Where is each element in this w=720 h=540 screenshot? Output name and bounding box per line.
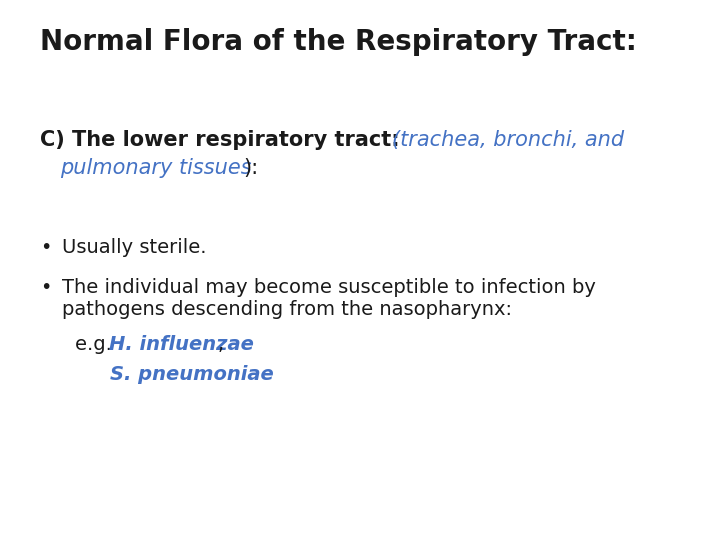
- Text: ):: ):: [243, 158, 258, 178]
- Text: S. pneumoniae: S. pneumoniae: [110, 365, 274, 384]
- Text: C) The lower respiratory tract:: C) The lower respiratory tract:: [40, 130, 400, 150]
- Text: e.g.: e.g.: [75, 335, 118, 354]
- Text: H. influenzae: H. influenzae: [109, 335, 254, 354]
- Text: (trachea, bronchi, and: (trachea, bronchi, and: [392, 130, 624, 150]
- Text: pathogens descending from the nasopharynx:: pathogens descending from the nasopharyn…: [62, 300, 512, 319]
- Text: The individual may become susceptible to infection by: The individual may become susceptible to…: [62, 278, 596, 297]
- Text: •: •: [40, 238, 51, 257]
- Text: •: •: [40, 278, 51, 297]
- Text: Normal Flora of the Respiratory Tract:: Normal Flora of the Respiratory Tract:: [40, 28, 637, 56]
- Text: pulmonary tissues: pulmonary tissues: [60, 158, 251, 178]
- Text: ,: ,: [218, 335, 224, 354]
- Text: Usually sterile.: Usually sterile.: [62, 238, 207, 257]
